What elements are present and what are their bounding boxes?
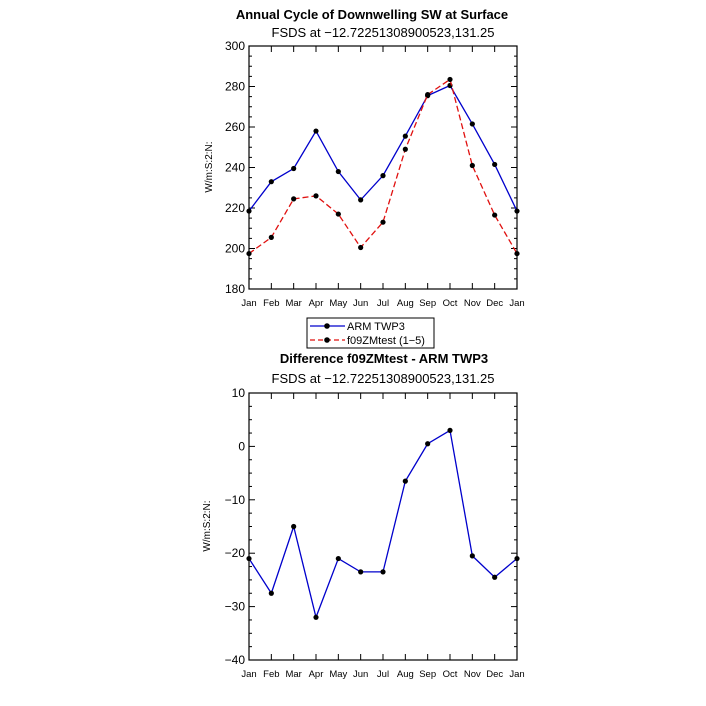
data-point xyxy=(335,555,341,562)
annual-cycle-chart: Annual Cycle of Downwelling SW at Surfac… xyxy=(204,7,525,309)
x-tick-label: Aug xyxy=(397,669,414,680)
data-point xyxy=(492,574,498,580)
data-point xyxy=(447,427,453,433)
legend-marker-arm xyxy=(324,323,330,329)
x-tick-label: Dec xyxy=(486,669,503,680)
data-point xyxy=(447,82,453,89)
data-point xyxy=(335,168,341,175)
y-tick-label: −20 xyxy=(225,546,246,560)
x-tick-label: Apr xyxy=(309,298,324,309)
y-tick-label: 240 xyxy=(225,161,245,175)
data-point xyxy=(358,244,364,251)
data-point xyxy=(492,161,498,168)
x-tick-label: Oct xyxy=(443,298,458,309)
series-line xyxy=(248,429,518,620)
y-tick-label: −40 xyxy=(225,653,246,667)
data-point xyxy=(469,121,475,127)
legend-label-model: f09ZMtest (1−5) xyxy=(347,335,425,347)
data-point xyxy=(335,211,341,217)
x-tick-label: Aug xyxy=(397,298,414,309)
data-point xyxy=(291,196,297,202)
x-tick-label: Jan xyxy=(509,298,524,309)
data-point xyxy=(313,193,319,199)
data-point xyxy=(425,92,431,98)
x-tick-label: Feb xyxy=(263,298,279,309)
y-tick-label: 300 xyxy=(225,39,245,53)
data-point xyxy=(492,212,498,218)
data-point xyxy=(246,250,252,257)
x-tick-label: Nov xyxy=(464,298,481,309)
data-point xyxy=(268,179,274,185)
data-point xyxy=(291,165,297,172)
x-tick-label: Dec xyxy=(486,298,503,309)
data-point xyxy=(402,146,408,152)
y-axis-label: W/m:S:2:N: xyxy=(204,141,215,192)
legend-marker-model xyxy=(324,337,330,343)
x-tick-label: Nov xyxy=(464,669,481,680)
data-point xyxy=(469,553,475,559)
y-tick-label: 200 xyxy=(225,242,245,256)
data-point xyxy=(313,614,319,620)
data-point xyxy=(514,555,520,562)
chart-subtitle: FSDS at −12.72251308900523,131.25 xyxy=(272,25,495,40)
data-point xyxy=(291,523,297,530)
chart-title: Difference f09ZMtest - ARM TWP3 xyxy=(280,351,488,366)
x-tick-label: Jun xyxy=(353,298,368,309)
data-point xyxy=(268,590,274,596)
x-tick-label: May xyxy=(329,669,347,680)
x-tick-label: Sep xyxy=(419,298,436,309)
x-tick-label: Jan xyxy=(509,669,524,680)
x-tick-label: Jan xyxy=(241,298,256,309)
data-point xyxy=(380,173,386,179)
y-tick-label: 0 xyxy=(238,439,245,453)
data-point xyxy=(358,569,364,575)
data-point xyxy=(380,569,386,575)
chart-subtitle: FSDS at −12.72251308900523,131.25 xyxy=(272,371,495,386)
y-axis-label: W/m:S:2:N: xyxy=(202,500,213,551)
series-line xyxy=(248,84,518,212)
data-point xyxy=(246,555,252,562)
x-tick-label: Mar xyxy=(285,669,301,680)
y-tick-label: −30 xyxy=(225,600,246,614)
x-tick-label: Oct xyxy=(443,669,458,680)
data-point xyxy=(425,441,431,447)
data-point xyxy=(469,162,475,169)
x-tick-label: May xyxy=(329,298,347,309)
data-point xyxy=(514,208,520,214)
series-line xyxy=(248,78,518,255)
y-tick-label: 220 xyxy=(225,201,245,215)
data-point xyxy=(402,478,408,484)
x-tick-label: Jul xyxy=(377,669,389,680)
difference-chart: Difference f09ZMtest - ARM TWP3 FSDS at … xyxy=(202,351,525,680)
x-tick-label: Apr xyxy=(309,669,324,680)
data-point xyxy=(246,208,252,214)
y-tick-label: 10 xyxy=(232,386,246,400)
data-point xyxy=(514,250,520,257)
x-tick-label: Jun xyxy=(353,669,368,680)
x-tick-label: Jan xyxy=(241,669,256,680)
data-point xyxy=(402,133,408,139)
x-tick-label: Feb xyxy=(263,669,279,680)
y-tick-label: −10 xyxy=(225,493,246,507)
legend-box xyxy=(306,317,435,349)
plot-frame xyxy=(248,392,518,661)
y-tick-label: 280 xyxy=(225,80,245,94)
data-point xyxy=(447,76,453,83)
y-tick-label: 180 xyxy=(225,282,245,296)
x-tick-label: Sep xyxy=(419,669,436,680)
data-point xyxy=(380,219,386,225)
plot-frame xyxy=(248,45,518,290)
x-tick-label: Jul xyxy=(377,298,389,309)
x-tick-label: Mar xyxy=(285,298,301,309)
data-point xyxy=(313,128,319,134)
legend: ARM TWP3 f09ZMtest (1−5) xyxy=(306,317,435,349)
data-point xyxy=(268,234,274,240)
chart-title: Annual Cycle of Downwelling SW at Surfac… xyxy=(236,7,508,22)
data-point xyxy=(358,197,364,203)
legend-label-arm: ARM TWP3 xyxy=(347,321,405,333)
y-tick-label: 260 xyxy=(225,120,245,134)
